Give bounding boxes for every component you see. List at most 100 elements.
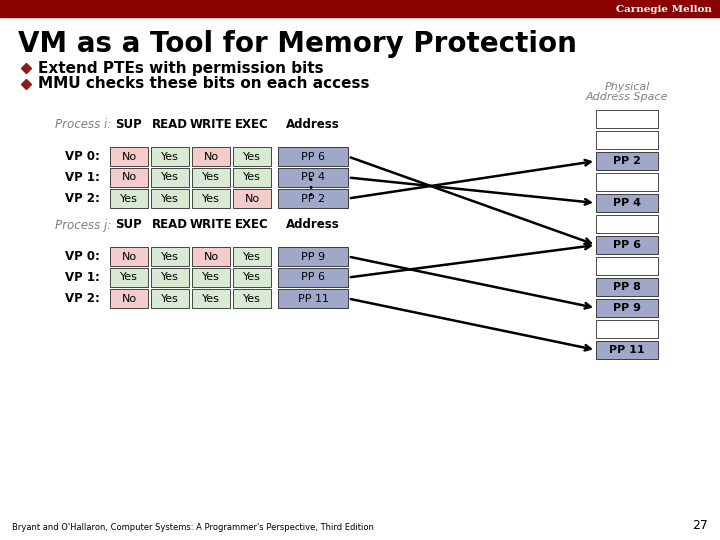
Bar [596,341,658,359]
Bar [192,268,230,287]
Bar [151,147,189,166]
Text: VP 1:: VP 1: [65,171,100,184]
Text: Yes: Yes [243,152,261,161]
Bar [233,268,271,287]
Text: EXEC: EXEC [235,219,269,232]
Bar [596,299,658,317]
Bar [151,268,189,287]
Bar [110,247,148,266]
Bar [192,168,230,187]
Text: Yes: Yes [202,193,220,204]
Text: No: No [122,172,137,183]
Bar [110,268,148,287]
Text: Yes: Yes [120,273,138,282]
Bar [278,268,348,287]
Text: Extend PTEs with permission bits: Extend PTEs with permission bits [38,60,323,76]
Text: VP 2:: VP 2: [65,192,100,205]
Text: No: No [122,252,137,261]
Text: Address: Address [286,118,340,132]
Text: PP 6: PP 6 [613,240,641,250]
Text: Yes: Yes [243,172,261,183]
Text: Yes: Yes [243,294,261,303]
Text: PP 4: PP 4 [613,198,641,208]
Text: ⋮: ⋮ [299,178,321,198]
Bar [0,0,720,17]
Text: SUP: SUP [116,219,143,232]
Bar [151,247,189,266]
Text: PP 2: PP 2 [301,193,325,204]
Text: PP 8: PP 8 [613,282,641,292]
Bar [151,289,189,308]
Text: Address: Address [286,219,340,232]
Text: READ: READ [152,219,188,232]
Text: PP 4: PP 4 [301,172,325,183]
Bar [151,189,189,208]
Text: PP 11: PP 11 [609,345,645,355]
Text: Yes: Yes [202,273,220,282]
Bar [278,247,348,266]
Bar [233,189,271,208]
Bar [596,131,658,149]
Text: No: No [244,193,260,204]
Bar [596,236,658,254]
Text: EXEC: EXEC [235,118,269,132]
Bar [596,278,658,296]
Text: Carnegie Mellon: Carnegie Mellon [616,4,712,14]
Bar [192,247,230,266]
Bar [278,147,348,166]
Text: Yes: Yes [161,273,179,282]
Text: Process i:: Process i: [55,118,112,132]
Text: Yes: Yes [161,294,179,303]
Text: Yes: Yes [120,193,138,204]
Text: VM as a Tool for Memory Protection: VM as a Tool for Memory Protection [18,30,577,58]
Text: PP 11: PP 11 [297,294,328,303]
Text: Yes: Yes [161,252,179,261]
Bar [110,168,148,187]
Bar [110,289,148,308]
Text: Yes: Yes [243,252,261,261]
Text: Yes: Yes [202,294,220,303]
Text: Yes: Yes [161,172,179,183]
Bar [233,168,271,187]
Bar [233,247,271,266]
Text: PP 9: PP 9 [613,303,641,313]
Text: VP 1:: VP 1: [65,271,100,284]
Bar [596,110,658,128]
Bar [596,257,658,275]
Bar [192,189,230,208]
Text: SUP: SUP [116,118,143,132]
Bar [278,289,348,308]
Bar [596,215,658,233]
Text: READ: READ [152,118,188,132]
Bar [596,194,658,212]
Bar [110,147,148,166]
Text: Address Space: Address Space [586,92,668,102]
Text: Physical: Physical [604,82,649,92]
Text: No: No [204,152,219,161]
Text: VP 0:: VP 0: [65,150,100,163]
Bar [233,289,271,308]
Text: Bryant and O'Hallaron, Computer Systems: A Programmer's Perspective, Third Editi: Bryant and O'Hallaron, Computer Systems:… [12,523,374,532]
Text: WRITE: WRITE [189,118,233,132]
Bar [596,152,658,170]
Bar [278,168,348,187]
Text: PP 9: PP 9 [301,252,325,261]
Text: Yes: Yes [243,273,261,282]
Bar [596,320,658,338]
Text: 27: 27 [692,519,708,532]
Bar [151,168,189,187]
Text: PP 6: PP 6 [301,152,325,161]
Text: No: No [204,252,219,261]
Text: No: No [122,294,137,303]
Text: PP 6: PP 6 [301,273,325,282]
Bar [110,189,148,208]
Bar [596,173,658,191]
Text: Yes: Yes [161,152,179,161]
Text: WRITE: WRITE [189,219,233,232]
Bar [192,289,230,308]
Bar [192,147,230,166]
Text: VP 0:: VP 0: [65,250,100,263]
Text: Process j:: Process j: [55,219,112,232]
Text: PP 2: PP 2 [613,156,641,166]
Bar [278,189,348,208]
